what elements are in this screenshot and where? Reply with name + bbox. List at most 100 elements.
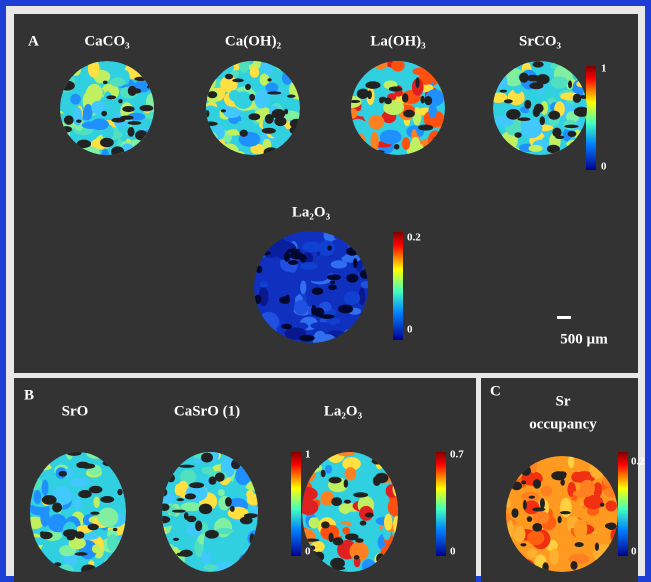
pore — [415, 77, 419, 88]
pore — [245, 84, 251, 90]
pore — [187, 516, 197, 523]
pore — [319, 314, 334, 319]
map-title: Ca(OH)₂ — [225, 33, 282, 49]
pore — [568, 80, 572, 88]
pore — [185, 493, 196, 499]
pore — [268, 78, 272, 81]
pore — [394, 144, 400, 150]
pore — [89, 486, 103, 494]
grain — [580, 480, 595, 497]
grain — [70, 94, 81, 105]
pore — [179, 465, 195, 468]
scale-bar-label: 500 µm — [560, 331, 608, 347]
pore — [555, 136, 564, 139]
colorbar-max: 0.2 — [407, 232, 421, 244]
pore — [527, 516, 532, 522]
grain — [265, 82, 278, 92]
pore — [59, 471, 67, 477]
grain — [74, 497, 81, 511]
colorbar — [618, 452, 628, 556]
grain — [345, 467, 357, 480]
pore — [106, 95, 116, 99]
grain — [402, 137, 410, 150]
pore — [75, 531, 85, 538]
pore — [504, 99, 513, 103]
pore — [520, 543, 526, 546]
grain — [254, 90, 269, 108]
pore — [240, 517, 253, 525]
pore — [67, 534, 75, 540]
grain — [204, 536, 211, 554]
grain — [319, 240, 335, 256]
pore — [330, 281, 335, 284]
pore — [367, 90, 372, 99]
pore — [128, 127, 135, 137]
pore — [331, 497, 342, 506]
pore — [40, 532, 53, 540]
grain — [218, 489, 225, 496]
grain — [549, 548, 558, 565]
pore — [418, 125, 433, 131]
pore — [207, 91, 217, 98]
pore — [344, 479, 349, 488]
grain — [301, 262, 318, 270]
pore — [511, 508, 518, 518]
grain — [551, 76, 568, 88]
pore — [346, 274, 358, 283]
pore — [532, 61, 543, 67]
map-title: CaCO₃ — [84, 33, 130, 49]
colorbar — [393, 232, 403, 340]
pore — [365, 81, 380, 89]
panel-label: C — [490, 383, 501, 399]
grain — [83, 104, 92, 120]
pore — [262, 128, 276, 134]
grain — [308, 272, 329, 281]
pore — [287, 95, 295, 98]
grain — [250, 67, 260, 78]
pore — [299, 335, 315, 342]
pore — [279, 297, 289, 304]
pore — [101, 111, 107, 117]
grain — [290, 271, 299, 288]
pore — [600, 503, 604, 507]
pore — [248, 113, 260, 120]
pore — [518, 117, 531, 121]
pore — [64, 115, 74, 124]
pore — [533, 107, 540, 117]
grain — [309, 517, 320, 528]
grain — [203, 564, 217, 570]
pore — [312, 287, 323, 295]
map-title: La₂O₃ — [324, 403, 363, 419]
grain — [93, 497, 99, 508]
pore — [199, 504, 212, 514]
colorbar-max: 0.2 — [631, 456, 645, 468]
grain — [97, 508, 118, 527]
pore — [195, 521, 202, 532]
pore — [76, 119, 82, 122]
pore — [75, 552, 88, 556]
pore — [329, 477, 342, 484]
pore — [173, 538, 179, 541]
pore — [420, 96, 424, 104]
grain — [175, 484, 182, 496]
colorbar-max: 1 — [601, 63, 607, 75]
pore — [249, 94, 255, 101]
pore — [52, 503, 62, 513]
grain — [380, 130, 402, 145]
pore — [113, 528, 118, 531]
pore — [558, 516, 562, 523]
pore — [272, 109, 286, 119]
pore — [205, 530, 219, 539]
pore — [357, 89, 369, 99]
pore — [201, 452, 213, 462]
grain — [264, 66, 273, 75]
grain — [302, 242, 322, 253]
grain — [527, 531, 544, 546]
pore — [90, 512, 99, 515]
colorbar-min: 0 — [305, 546, 311, 558]
grain — [86, 84, 103, 103]
grain — [260, 281, 268, 287]
colorbar-min: 0 — [601, 161, 607, 173]
pore — [311, 305, 316, 316]
grain — [42, 480, 49, 496]
